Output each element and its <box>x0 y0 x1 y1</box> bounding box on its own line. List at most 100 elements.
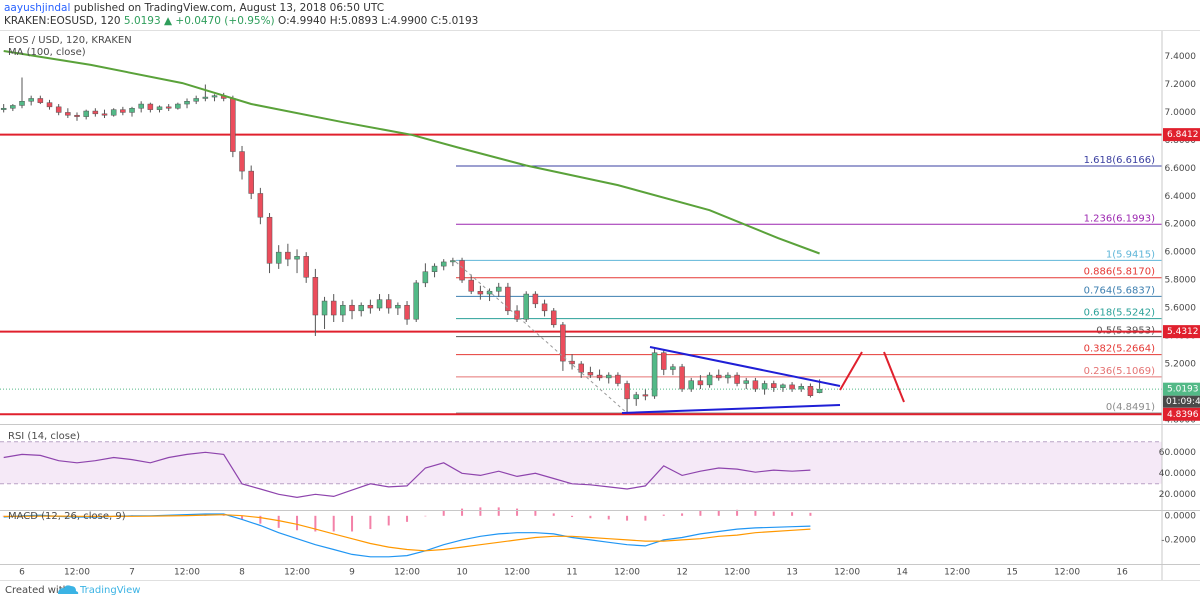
y-tick-label: 6.6000 <box>1165 164 1197 174</box>
low: L:4.9900 <box>381 15 427 27</box>
candle-body <box>312 277 319 316</box>
author: aayushjindal <box>4 2 70 14</box>
candle-body <box>257 193 264 218</box>
histogram-bar <box>314 515 317 532</box>
ma-title: MA (100, close) <box>8 47 86 58</box>
countdown-label: 01:09:49 <box>1166 397 1200 407</box>
y-tick-label: 6.4000 <box>1165 192 1197 202</box>
candle-body <box>550 310 557 326</box>
histogram-bar <box>332 515 335 532</box>
candle-body <box>615 374 621 384</box>
histogram-bar <box>534 511 537 516</box>
x-tick-label: 12 <box>676 568 687 578</box>
histogram-bar <box>222 515 225 516</box>
histogram-bar <box>754 511 757 516</box>
level-badge-label: 6.8412 <box>1167 130 1199 140</box>
candle-body <box>624 383 630 400</box>
histogram-bar <box>277 515 280 528</box>
histogram-bar <box>369 515 372 530</box>
candle-body <box>706 374 713 386</box>
candle-body <box>321 300 328 316</box>
candle-body <box>10 105 16 109</box>
x-tick-label: 9 <box>349 568 355 578</box>
fib-label: 0.886(5.8170) <box>1084 267 1156 278</box>
y-tick-label: 5.8000 <box>1165 276 1197 286</box>
fib-label: 0.382(5.2664) <box>1084 344 1156 355</box>
histogram-bar <box>772 511 775 516</box>
candle-body <box>670 366 676 370</box>
x-tick-label: 14 <box>896 568 908 578</box>
candle-body <box>120 109 126 113</box>
x-tick-label: 12:00 <box>834 568 860 578</box>
indicator-line <box>3 514 811 552</box>
candle-body <box>230 98 236 152</box>
candle-body <box>651 352 658 397</box>
triangle-upper <box>649 346 841 387</box>
fib-trend-line <box>455 261 628 414</box>
last-price-label: 5.0193 <box>1167 385 1199 395</box>
countdown-badge <box>1163 395 1200 408</box>
logo <box>58 585 79 594</box>
candle-body <box>74 114 80 117</box>
candle-body <box>697 380 704 386</box>
candle-body <box>275 251 282 264</box>
histogram-bar <box>699 511 702 516</box>
y-tick-label: 20.0000 <box>1159 490 1196 500</box>
candle-body <box>789 384 795 390</box>
moving-average <box>3 50 820 255</box>
candle-body <box>660 352 667 370</box>
level-badge <box>1163 407 1200 421</box>
level-badge-label: 4.8396 <box>1167 410 1199 420</box>
histogram-bar <box>626 515 629 521</box>
y-tick-label: 0.0000 <box>1165 511 1197 521</box>
candle-body <box>450 260 456 263</box>
histogram-bar <box>681 513 684 516</box>
candle-body <box>505 286 511 312</box>
x-tick-label: 12:00 <box>174 568 200 578</box>
x-tick-label: 16 <box>1116 568 1128 578</box>
x-tick-label: 12:00 <box>944 568 970 578</box>
candle-body <box>184 101 190 105</box>
y-tick-label: 6.2000 <box>1165 220 1197 230</box>
candle-body <box>752 380 759 390</box>
footer-brand: TradingView <box>79 585 140 596</box>
candle-body <box>560 324 566 362</box>
candle-body <box>743 380 749 384</box>
candle-body <box>587 372 594 376</box>
histogram-bar <box>351 515 354 532</box>
fib-label: 0.764(5.6837) <box>1084 285 1156 296</box>
candle-body <box>395 304 401 309</box>
fib-label: 1.618(6.6166) <box>1084 155 1156 166</box>
candle-body <box>193 98 199 102</box>
candle-body <box>46 102 53 108</box>
histogram-bar <box>717 511 720 516</box>
candle-body <box>770 383 777 388</box>
x-tick-label: 8 <box>239 568 245 578</box>
x-tick-label: 7 <box>129 568 135 578</box>
candle-body <box>605 374 612 379</box>
candle-body <box>816 388 823 393</box>
candle-body <box>514 310 520 320</box>
x-tick-label: 12:00 <box>724 568 750 578</box>
y-tick-label: 60.0000 <box>1159 448 1196 458</box>
level-badge <box>1163 325 1200 339</box>
candle-body <box>285 251 291 260</box>
candle-body <box>404 304 410 320</box>
candle-body <box>110 109 117 116</box>
projection-down <box>883 351 905 403</box>
x-tick-label: 12:00 <box>504 568 530 578</box>
y-tick-label: 7.0000 <box>1165 108 1197 118</box>
histogram-bar <box>442 511 445 516</box>
histogram-bar <box>662 514 665 516</box>
candle-body <box>688 380 694 390</box>
symbol-line: KRAKEN:EOSUSD, 120 5.0193 ▲ +0.0470 (+0.… <box>4 15 478 27</box>
triangle-lower <box>621 404 841 414</box>
histogram-bar <box>406 515 409 522</box>
x-tick-label: 12:00 <box>394 568 420 578</box>
pane-title: EOS / USD, 120, KRAKEN <box>8 35 132 46</box>
candle-body <box>248 170 254 194</box>
histogram-bar <box>479 507 482 516</box>
histogram-bar <box>589 515 592 519</box>
candle-body <box>165 106 172 109</box>
